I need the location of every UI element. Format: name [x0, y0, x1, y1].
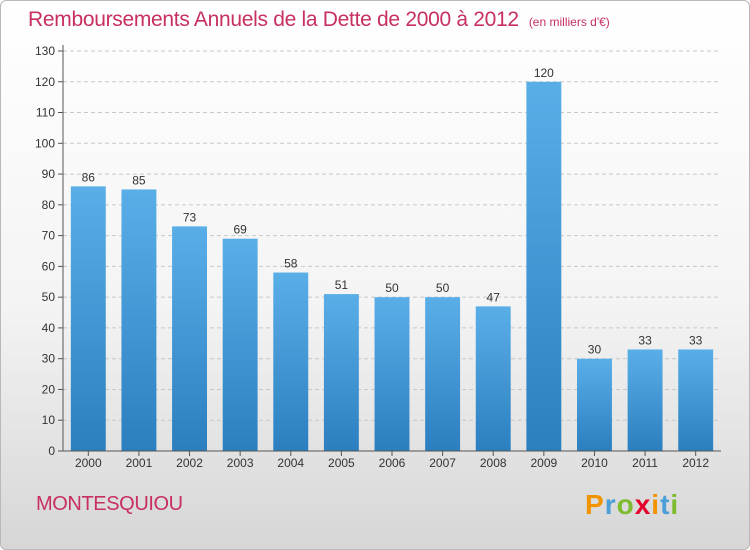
logo-letter: i — [651, 489, 661, 520]
y-tick-label: 0 — [48, 444, 55, 458]
bar-2007 — [425, 297, 461, 451]
bar-value-label: 86 — [82, 170, 96, 184]
x-tick-label: 2008 — [480, 456, 507, 470]
chart-title: Remboursements Annuels de la Dette de 20… — [28, 8, 610, 32]
unit-note: (en milliers d'€) — [528, 15, 610, 29]
y-tick-label: 60 — [42, 259, 56, 273]
x-tick-label: 2003 — [227, 456, 254, 470]
bar-value-label: 50 — [385, 281, 399, 295]
y-tick-label: 50 — [42, 290, 56, 304]
bar-2005 — [323, 294, 359, 451]
x-tick-label: 2007 — [429, 456, 456, 470]
bar-value-label: 33 — [689, 333, 703, 347]
bar-value-label: 50 — [436, 281, 450, 295]
chart-title-text: Remboursements Annuels de la Dette de 20… — [28, 8, 519, 31]
logo-letter: t — [660, 489, 671, 520]
x-tick-label: 2011 — [632, 456, 658, 470]
y-tick-label: 10 — [42, 413, 56, 427]
x-tick-label: 2009 — [530, 456, 557, 470]
bar-2000 — [70, 186, 106, 451]
bar-value-label: 85 — [132, 173, 146, 187]
x-tick-label: 2002 — [176, 456, 203, 470]
y-tick-label: 100 — [35, 136, 55, 150]
logo-letter: x — [634, 489, 652, 520]
logo-letter: o — [616, 489, 635, 520]
y-tick-label: 130 — [35, 44, 55, 58]
y-tick-label: 20 — [42, 382, 56, 396]
bar-value-label: 33 — [638, 333, 652, 347]
y-tick-label: 70 — [42, 229, 56, 243]
bar-value-label: 30 — [588, 343, 602, 357]
logo-letter: i — [670, 489, 680, 520]
x-tick-label: 2010 — [581, 456, 608, 470]
bar-2004 — [273, 272, 309, 451]
x-tick-label: 2005 — [328, 456, 355, 470]
y-tick-label: 80 — [42, 198, 56, 212]
commune-name: MONTESQUIOU — [36, 493, 183, 515]
bar-value-label: 69 — [233, 223, 247, 237]
x-tick-label: 2004 — [277, 456, 304, 470]
x-tick-label: 2012 — [682, 456, 709, 470]
bar-2003 — [222, 238, 258, 451]
x-tick-label: 2000 — [75, 456, 102, 470]
x-tick-label: 2006 — [379, 456, 406, 470]
y-tick-label: 40 — [42, 321, 56, 335]
bar-value-label: 120 — [534, 66, 554, 80]
bar-value-label: 73 — [183, 210, 197, 224]
logo-letter: P — [585, 489, 605, 520]
proxiti-logo: Proxiti — [585, 489, 679, 521]
bar-2010 — [576, 358, 612, 451]
bar-2002 — [172, 226, 208, 451]
bar-2008 — [475, 306, 511, 451]
x-tick-label: 2001 — [126, 456, 153, 470]
logo-letter: r — [604, 489, 617, 520]
bar-2001 — [121, 189, 157, 451]
y-tick-label: 30 — [42, 352, 56, 366]
bar-2012 — [678, 349, 714, 451]
bar-value-label: 51 — [335, 278, 349, 292]
y-tick-label: 90 — [42, 167, 56, 181]
y-tick-label: 120 — [35, 75, 55, 89]
bar-2011 — [627, 349, 663, 451]
bar-2009 — [526, 81, 562, 452]
bar-value-label: 58 — [284, 257, 298, 271]
bar-value-label: 47 — [487, 290, 501, 304]
bar-2006 — [374, 297, 410, 451]
y-tick-label: 110 — [36, 106, 55, 120]
